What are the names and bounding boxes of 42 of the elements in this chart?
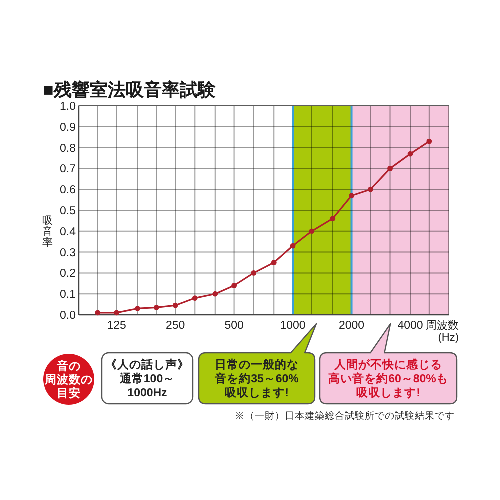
point [388, 166, 393, 172]
point [251, 270, 257, 276]
y-tick-label: 0.7 [60, 164, 76, 176]
point [349, 193, 354, 199]
text: 人間が不快に感じる高い音を約60～80%も吸収します! [328, 358, 448, 400]
y-tick-label: 0.6 [60, 184, 76, 197]
x-tick-label: 125 [107, 320, 126, 332]
point [192, 296, 198, 301]
point [232, 283, 237, 288]
y-tick-label: 0.9 [60, 122, 76, 134]
point [135, 306, 140, 312]
point [154, 304, 160, 310]
x-axis-title: 周波数 (Hz) [426, 319, 459, 344]
point [290, 243, 296, 249]
text: ※（一財）日本建築総合試験所での試験結果です [235, 410, 455, 422]
point [408, 151, 414, 157]
point [271, 260, 277, 266]
point [95, 310, 101, 316]
x-tick-label: 250 [166, 320, 186, 332]
y-tick-label: 0.1 [60, 289, 76, 302]
point [368, 186, 374, 192]
y-tick-label: 0.5 [60, 206, 76, 218]
y-tick-label: 0.4 [60, 226, 77, 238]
y-tick-label: 1.0 [60, 101, 76, 113]
point [330, 216, 336, 222]
point [114, 310, 120, 316]
text: 《人の話し声》通常100～1000Hz [106, 358, 190, 400]
x-tick-label: 2000 [338, 320, 365, 332]
text: 日常の一般的な音を約35～60%吸収します! [214, 358, 299, 400]
y-axis-title: 吸音率 [42, 215, 54, 249]
point [172, 302, 178, 308]
x-tick-label: 500 [224, 320, 244, 332]
y-tick-label: 0.8 [60, 142, 76, 155]
y-tick-label: 0.2 [60, 268, 76, 280]
x-tick-label: 4000 [398, 320, 424, 332]
point [309, 228, 315, 234]
y-tick-label: 0.0 [60, 310, 76, 322]
chart-title: ■残響室法吸音率試験 [43, 80, 217, 100]
y-tick-label: 0.3 [60, 247, 76, 260]
point [426, 138, 432, 144]
point [212, 291, 218, 297]
x-tick-label: 1000 [280, 320, 306, 332]
